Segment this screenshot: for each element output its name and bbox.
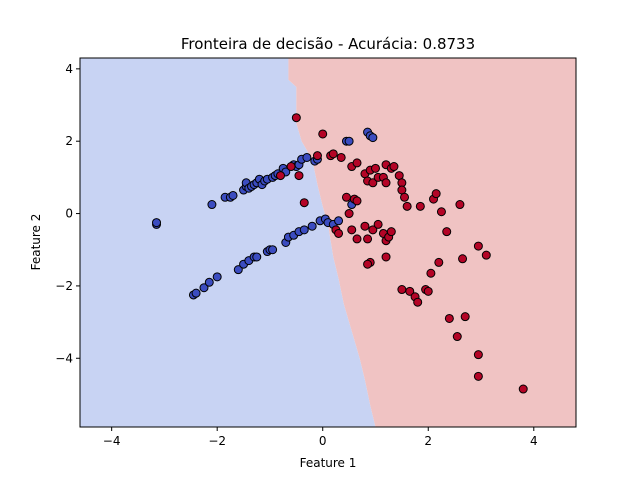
data-point-class-1 [413, 297, 423, 307]
y-tick-label: 0 [65, 207, 73, 221]
data-point-class-0 [228, 190, 238, 200]
data-point-class-1 [431, 189, 441, 199]
data-point-class-0 [344, 136, 354, 146]
data-point-class-1 [347, 225, 357, 235]
data-point-class-1 [436, 207, 446, 217]
data-point-class-1 [473, 241, 483, 251]
scatter-points [152, 113, 528, 394]
x-tick-label: −2 [208, 434, 226, 448]
data-point-class-0 [268, 245, 278, 255]
data-point-class-0 [212, 272, 222, 282]
data-point-class-1 [334, 228, 344, 238]
data-point-class-1 [328, 149, 338, 159]
data-point-class-0 [334, 216, 344, 226]
data-point-class-1 [400, 192, 410, 202]
data-point-class-0 [152, 218, 162, 228]
data-point-class-1 [423, 286, 433, 296]
class-1-region [288, 58, 576, 427]
data-point-class-1 [455, 200, 465, 210]
data-point-class-1 [405, 286, 415, 296]
y-tick-label: 4 [65, 62, 73, 76]
data-point-class-1 [473, 371, 483, 381]
x-tick-label: 2 [424, 434, 432, 448]
data-point-class-0 [204, 277, 214, 287]
data-point-class-1 [352, 234, 362, 244]
data-point-class-1 [336, 152, 346, 162]
data-point-class-1 [368, 178, 378, 188]
y-tick-label: −4 [55, 351, 73, 365]
data-point-class-1 [370, 163, 380, 173]
data-point-class-1 [318, 129, 328, 139]
data-point-class-0 [307, 221, 317, 231]
data-point-class-1 [276, 171, 286, 181]
plot-frame [79, 57, 577, 428]
class-0-region [80, 58, 376, 427]
data-point-class-1 [389, 162, 399, 172]
data-point-class-0 [207, 200, 217, 210]
x-axis-label: Feature 1 [300, 456, 357, 470]
y-tick-label: 2 [65, 134, 73, 148]
y-tick-label: −2 [55, 279, 73, 293]
data-point-class-0 [252, 252, 262, 262]
data-point-class-1 [286, 162, 296, 172]
data-point-class-1 [381, 178, 391, 188]
data-point-class-0 [368, 133, 378, 143]
data-point-class-1 [434, 257, 444, 267]
data-point-class-1 [518, 384, 528, 394]
data-point-class-1 [352, 196, 362, 206]
data-point-class-1 [444, 313, 454, 323]
data-point-class-1 [481, 250, 491, 260]
data-point-class-1 [426, 268, 436, 278]
data-point-class-0 [299, 225, 309, 235]
x-axis-ticks: −4 −2 0 2 4 [103, 427, 538, 448]
x-tick-label: −4 [103, 434, 121, 448]
data-point-class-1 [386, 227, 396, 237]
data-point-class-1 [473, 350, 483, 360]
data-point-class-1 [352, 158, 362, 168]
data-point-class-1 [299, 198, 309, 208]
data-point-class-1 [415, 201, 425, 211]
data-point-class-1 [363, 234, 373, 244]
data-point-class-1 [294, 171, 304, 181]
data-point-class-0 [191, 288, 201, 298]
y-axis-label: Feature 2 [29, 214, 43, 271]
data-point-class-1 [381, 252, 391, 262]
data-point-class-1 [291, 113, 301, 123]
x-tick-label: 0 [319, 434, 327, 448]
plot-area [80, 58, 576, 427]
data-point-class-1 [368, 225, 378, 235]
x-tick-label: 4 [530, 434, 538, 448]
data-point-class-1 [341, 192, 351, 202]
data-point-class-1 [452, 332, 462, 342]
data-point-class-1 [397, 285, 407, 295]
data-point-class-1 [344, 209, 354, 219]
chart-title: Fronteira de decisão - Acurácia: 0.8733 [181, 35, 475, 53]
data-point-class-1 [442, 227, 452, 237]
y-axis-ticks: −4 −2 0 2 4 [55, 62, 80, 365]
data-point-class-0 [302, 152, 312, 162]
data-point-class-0 [199, 283, 209, 293]
data-point-class-1 [360, 221, 370, 231]
data-point-class-0 [233, 265, 243, 275]
data-point-class-1 [460, 312, 470, 322]
data-point-class-1 [402, 201, 412, 211]
data-point-class-1 [363, 259, 373, 269]
data-point-class-1 [312, 151, 322, 161]
data-point-class-1 [373, 219, 383, 229]
data-point-class-1 [458, 254, 468, 264]
